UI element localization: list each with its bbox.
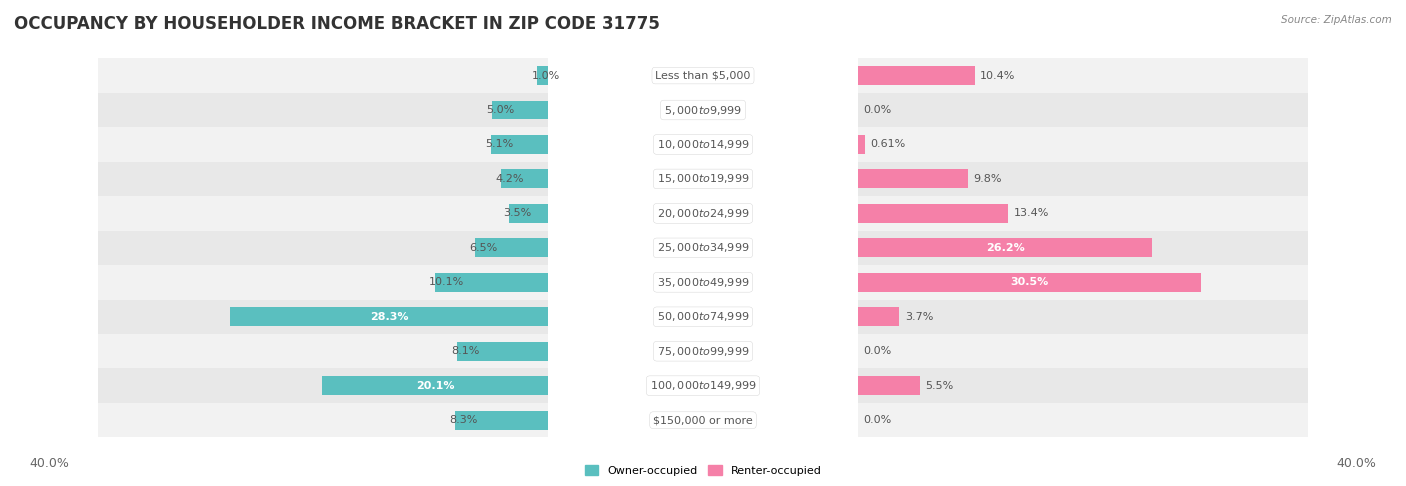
Text: 5.5%: 5.5% [925, 381, 953, 391]
Text: 0.61%: 0.61% [870, 139, 905, 150]
Bar [858, 127, 1308, 162]
Bar [858, 265, 1308, 299]
Bar [858, 307, 900, 326]
Text: 3.5%: 3.5% [503, 208, 531, 218]
Text: Source: ZipAtlas.com: Source: ZipAtlas.com [1281, 15, 1392, 25]
Bar [98, 231, 548, 265]
Text: 20.1%: 20.1% [416, 381, 454, 391]
Text: 26.2%: 26.2% [986, 243, 1025, 253]
Bar [858, 334, 1308, 368]
Bar [98, 93, 548, 127]
Bar [475, 238, 548, 258]
Text: OCCUPANCY BY HOUSEHOLDER INCOME BRACKET IN ZIP CODE 31775: OCCUPANCY BY HOUSEHOLDER INCOME BRACKET … [14, 15, 659, 33]
Text: $20,000 to $24,999: $20,000 to $24,999 [657, 207, 749, 220]
Text: 8.1%: 8.1% [451, 346, 479, 356]
Bar [501, 170, 548, 189]
Bar [858, 196, 1308, 231]
Bar [322, 376, 548, 395]
Bar [457, 342, 548, 361]
Bar [858, 66, 974, 85]
Bar [858, 368, 1308, 403]
Text: $15,000 to $19,999: $15,000 to $19,999 [657, 173, 749, 186]
Text: $150,000 or more: $150,000 or more [654, 415, 752, 425]
Bar [98, 196, 548, 231]
Bar [98, 58, 548, 93]
Bar [858, 299, 1308, 334]
Bar [98, 403, 548, 437]
Bar [491, 135, 548, 154]
Bar [509, 204, 548, 223]
Bar [858, 204, 1008, 223]
Text: 10.1%: 10.1% [429, 278, 464, 287]
Bar [537, 66, 548, 85]
Text: $5,000 to $9,999: $5,000 to $9,999 [664, 104, 742, 117]
Text: 9.8%: 9.8% [973, 174, 1002, 184]
Text: 28.3%: 28.3% [370, 312, 408, 322]
Text: 40.0%: 40.0% [30, 457, 69, 470]
Bar [858, 58, 1308, 93]
Text: Less than $5,000: Less than $5,000 [655, 70, 751, 81]
Bar [98, 162, 548, 196]
Text: 4.2%: 4.2% [495, 174, 524, 184]
Bar [858, 170, 967, 189]
Text: 0.0%: 0.0% [863, 346, 891, 356]
Text: 0.0%: 0.0% [863, 415, 891, 425]
Bar [231, 307, 548, 326]
Text: $25,000 to $34,999: $25,000 to $34,999 [657, 242, 749, 254]
Text: $100,000 to $149,999: $100,000 to $149,999 [650, 379, 756, 392]
Text: 40.0%: 40.0% [1337, 457, 1376, 470]
Text: 5.1%: 5.1% [485, 139, 513, 150]
Bar [492, 101, 548, 120]
Bar [858, 162, 1308, 196]
Bar [98, 299, 548, 334]
Text: $75,000 to $99,999: $75,000 to $99,999 [657, 345, 749, 358]
Bar [858, 93, 1308, 127]
Bar [858, 135, 865, 154]
Bar [98, 334, 548, 368]
Bar [858, 273, 1201, 292]
Text: $50,000 to $74,999: $50,000 to $74,999 [657, 310, 749, 323]
Bar [98, 265, 548, 299]
Text: 6.5%: 6.5% [470, 243, 498, 253]
Bar [858, 238, 1153, 258]
Legend: Owner-occupied, Renter-occupied: Owner-occupied, Renter-occupied [581, 461, 825, 481]
Text: 1.0%: 1.0% [531, 70, 560, 81]
Text: 0.0%: 0.0% [863, 105, 891, 115]
Text: 13.4%: 13.4% [1014, 208, 1049, 218]
Text: $10,000 to $14,999: $10,000 to $14,999 [657, 138, 749, 151]
Text: 3.7%: 3.7% [905, 312, 934, 322]
Bar [98, 127, 548, 162]
Bar [434, 273, 548, 292]
Bar [858, 403, 1308, 437]
Text: 5.0%: 5.0% [486, 105, 515, 115]
Bar [858, 231, 1308, 265]
Bar [858, 376, 920, 395]
Text: 30.5%: 30.5% [1010, 278, 1049, 287]
Text: 10.4%: 10.4% [980, 70, 1015, 81]
Bar [456, 411, 548, 430]
Text: 8.3%: 8.3% [450, 415, 478, 425]
Text: $35,000 to $49,999: $35,000 to $49,999 [657, 276, 749, 289]
Bar [98, 368, 548, 403]
